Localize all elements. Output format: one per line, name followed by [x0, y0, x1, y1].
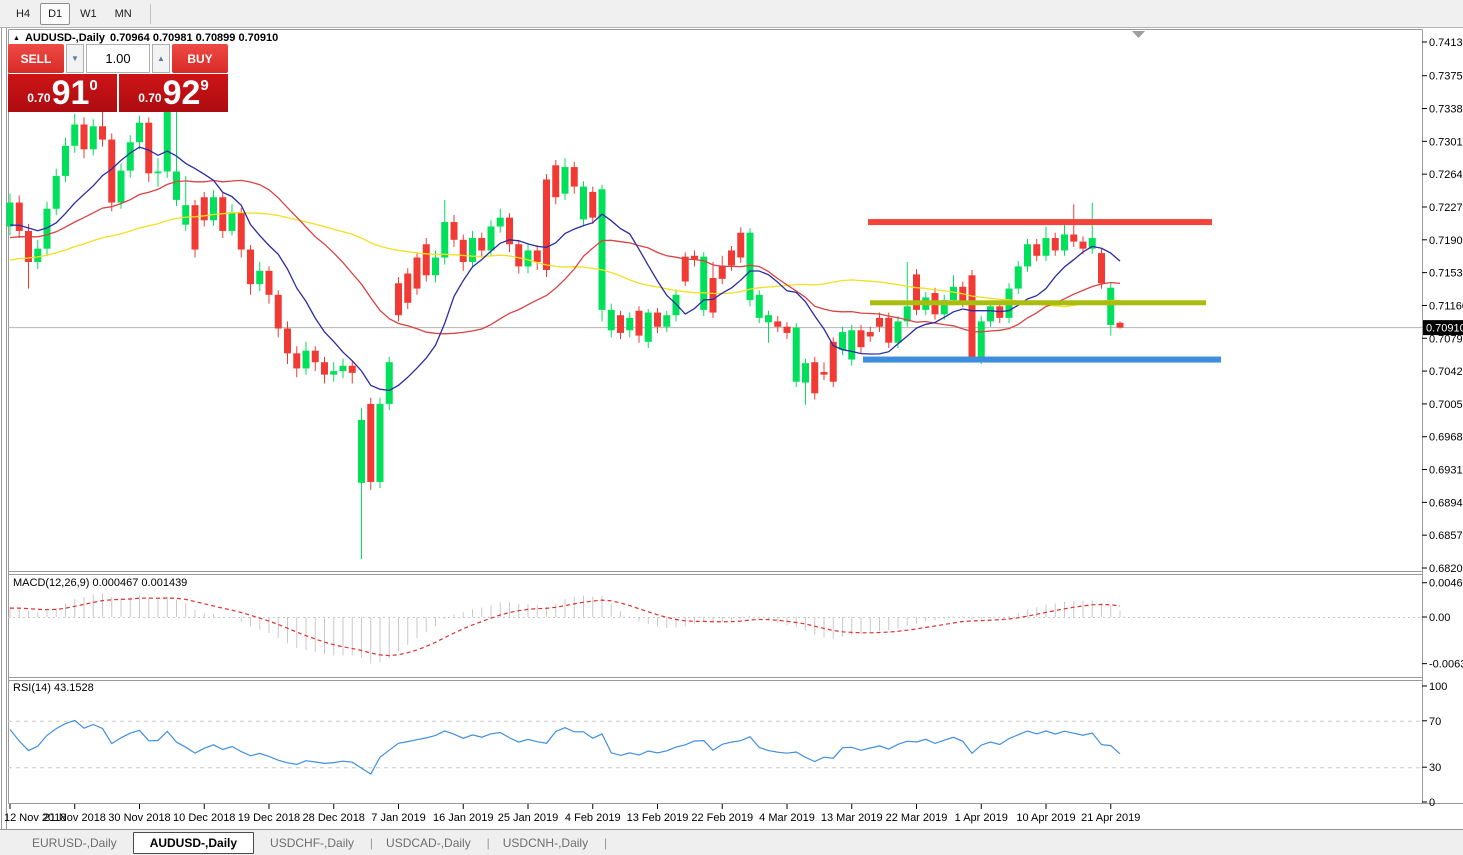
- buy-price-prefix: 0.70: [138, 91, 162, 105]
- candles-layer: [6, 102, 1124, 560]
- svg-text:10 Dec 2018: 10 Dec 2018: [173, 812, 235, 824]
- chart-ohlc-values: 0.70964 0.70981 0.70899 0.70910: [110, 32, 279, 44]
- svg-text:30: 30: [1429, 762, 1441, 774]
- volume-input[interactable]: [86, 44, 150, 73]
- svg-text:16 Jan 2019: 16 Jan 2019: [433, 812, 494, 824]
- timeframe-tab-d1[interactable]: D1: [40, 2, 71, 25]
- rsi-line: [9, 719, 1121, 775]
- svg-text:25 Jan 2019: 25 Jan 2019: [498, 812, 559, 824]
- svg-text:4 Feb 2019: 4 Feb 2019: [565, 812, 621, 824]
- svg-text:1 Apr 2019: 1 Apr 2019: [955, 812, 1008, 824]
- sell-price-tile[interactable]: 0.70 91 0: [8, 74, 117, 112]
- rsi-axis: 100 70 30 0: [1422, 681, 1447, 809]
- svg-text:100: 100: [1429, 681, 1447, 693]
- range-mid-line[interactable]: [870, 300, 1206, 306]
- svg-text:13 Mar 2019: 13 Mar 2019: [821, 812, 883, 824]
- timeframe-tab-mn[interactable]: MN: [114, 7, 132, 20]
- svg-text:13 Feb 2019: 13 Feb 2019: [627, 812, 689, 824]
- tab-usdcnh[interactable]: USDCNH-,Daily: [487, 833, 608, 853]
- one-click-trade-panel: SELL ▼ ▲ BUY 0.70 91 0 0.70 92 9: [8, 44, 228, 112]
- volume-increase-button[interactable]: ▲: [152, 44, 170, 73]
- macd-axis: 0.004694 0.00 -0.00639: [1422, 578, 1463, 671]
- svg-text:28 Dec 2018: 28 Dec 2018: [303, 812, 365, 824]
- tab-usdcad[interactable]: USDCAD-,Daily: [370, 833, 489, 853]
- timeframe-tab-w1[interactable]: W1: [80, 7, 97, 20]
- svg-text:0: 0: [1429, 797, 1435, 809]
- macd-signal-line: [10, 597, 1121, 657]
- svg-text:0.004694: 0.004694: [1429, 578, 1463, 590]
- ma-fast-line: [9, 146, 1121, 392]
- timeframe-tab-h4[interactable]: H4: [16, 7, 31, 20]
- rsi-indicator-label: RSI(14) 43.1528: [13, 682, 94, 694]
- svg-text:0.00: 0.00: [1429, 612, 1450, 624]
- buy-price-pip: 9: [200, 77, 209, 94]
- ma-slow-line: [9, 211, 1120, 308]
- timeframe-bar: H4 D1 W1 MN: [0, 0, 1463, 28]
- resistance-line[interactable]: [868, 219, 1212, 226]
- current-price-label: [1423, 320, 1463, 336]
- svg-text:10 Apr 2019: 10 Apr 2019: [1016, 812, 1075, 824]
- svg-text:21 Apr 2019: 21 Apr 2019: [1081, 812, 1140, 824]
- tab-eurusd[interactable]: EURUSD-,Daily: [32, 835, 117, 850]
- svg-text:0.70910: 0.70910: [1426, 323, 1463, 335]
- sell-price-pip: 0: [89, 77, 98, 94]
- chevron-down-icon: ▼: [71, 54, 79, 63]
- svg-text:4 Mar 2019: 4 Mar 2019: [759, 812, 815, 824]
- svg-text:7 Jan 2019: 7 Jan 2019: [371, 812, 425, 824]
- window-frame: [1, 28, 1463, 829]
- chart-title: ▲ AUDUSD-,Daily 0.70964 0.70981 0.70899 …: [13, 32, 278, 44]
- buy-price-big: 92: [162, 74, 201, 112]
- svg-text:21 Nov 2018: 21 Nov 2018: [44, 812, 106, 824]
- toolbar-divider: [149, 3, 151, 24]
- chart-symbol-label: AUDUSD-,Daily: [24, 32, 106, 44]
- macd-values: 0.000467 0.001439: [92, 577, 188, 589]
- tab-usdchf[interactable]: USDCHF-,Daily: [254, 833, 373, 853]
- chart-shift-marker[interactable]: [1132, 31, 1145, 38]
- volume-decrease-button[interactable]: ▼: [66, 44, 84, 73]
- svg-text:30 Nov 2018: 30 Nov 2018: [108, 812, 170, 824]
- svg-text:22 Mar 2019: 22 Mar 2019: [886, 812, 948, 824]
- macd-indicator-label: MACD(12,26,9) 0.000467 0.001439: [13, 577, 187, 589]
- tab-audusd[interactable]: AUDUSD-,Daily: [132, 831, 255, 854]
- rsi-name: RSI(14): [13, 682, 51, 694]
- svg-text:12 Nov 2018: 12 Nov 2018: [4, 812, 66, 824]
- macd-name: MACD(12,26,9): [13, 577, 90, 589]
- macd-histogram: [9, 593, 1121, 664]
- up-arrow-icon: ▲: [13, 34, 20, 42]
- svg-text:-0.00639: -0.00639: [1429, 659, 1463, 671]
- buy-price-tile[interactable]: 0.70 92 9: [119, 74, 228, 112]
- sell-button[interactable]: SELL: [8, 44, 64, 73]
- svg-text:22 Feb 2019: 22 Feb 2019: [691, 812, 753, 824]
- svg-text:19 Dec 2018: 19 Dec 2018: [238, 812, 300, 824]
- sell-price-big: 91: [51, 74, 90, 112]
- buy-button[interactable]: BUY: [172, 44, 228, 73]
- symbol-tab-bar: EURUSD-,Daily AUDUSD-,Daily USDCHF-,Dail…: [0, 829, 1463, 855]
- sell-price-prefix: 0.70: [27, 91, 51, 105]
- svg-text:70: 70: [1429, 716, 1441, 728]
- chevron-up-icon: ▲: [157, 54, 165, 63]
- rsi-value: 43.1528: [53, 682, 94, 694]
- support-line[interactable]: [863, 356, 1221, 363]
